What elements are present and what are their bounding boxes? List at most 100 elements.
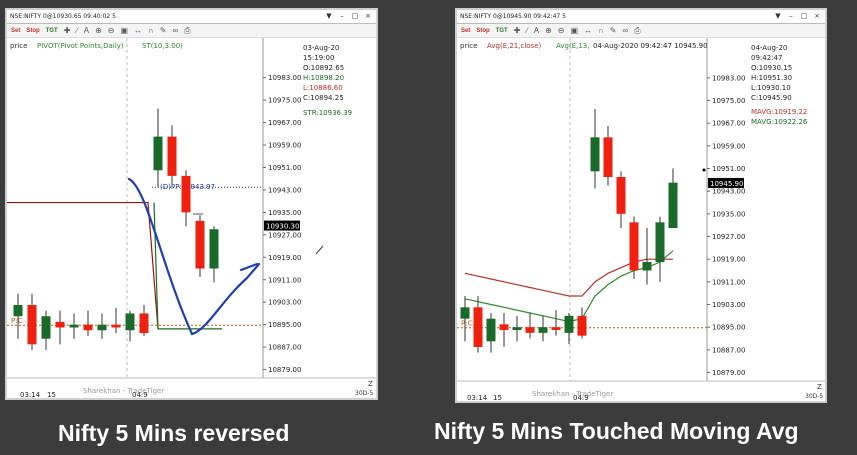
info-date: 03-Aug-20 <box>303 44 339 52</box>
pan-icon[interactable]: ↔ <box>134 26 143 35</box>
pencil-icon[interactable]: ✎ <box>159 26 167 35</box>
settings-icon[interactable]: Set <box>11 27 21 34</box>
close-icon[interactable]: × <box>365 12 371 20</box>
maximize-icon[interactable]: □ <box>800 12 808 20</box>
candle-body <box>209 229 219 269</box>
price-axis-label: 10927.00 <box>268 231 301 239</box>
magnet-icon[interactable]: ∩ <box>148 26 154 35</box>
candle-body <box>499 324 509 330</box>
time-axis-label: 04:9 <box>132 391 148 398</box>
candle-body <box>538 327 548 333</box>
candle-body <box>41 316 51 339</box>
print-icon[interactable]: ⎙ <box>634 25 641 35</box>
text-tool-icon[interactable]: A <box>83 26 90 35</box>
window-title: NSE:NIFTY 0@10945.90 09:42:47 5 <box>460 13 566 20</box>
candle-body <box>629 222 639 271</box>
pan-icon[interactable]: ↔ <box>584 26 593 35</box>
time-axis-label: 15 <box>47 391 56 398</box>
candle-body <box>551 327 561 330</box>
hand-drawn-trend-stroke <box>127 177 261 336</box>
cross-icon[interactable]: ✚ <box>63 26 71 35</box>
paperclip-icon[interactable]: ∞ <box>622 26 629 35</box>
price-axis-label: 10887.00 <box>268 344 301 352</box>
stop-icon[interactable]: Stop <box>26 27 40 34</box>
time-axis-label: 15 <box>493 394 502 401</box>
price-dot-marker <box>702 168 706 172</box>
zoom-in-icon[interactable]: ⊕ <box>95 26 102 35</box>
pencil-icon[interactable]: ✎ <box>609 26 617 35</box>
candle-body <box>83 324 93 331</box>
watermark: Sharekhan - TradeTiger <box>532 390 613 398</box>
candlestick-chart-right[interactable]: price Avg(E,21,close) Avg(E,13, 04-Aug-2… <box>457 38 825 401</box>
candle-body <box>195 220 205 269</box>
chart-toolbar: Set Stop TGT ✚ ∕ A ⊕ ⊖ ▣ ↔ ∩ ✎ ∞ ⎙ <box>7 24 376 38</box>
fit-icon[interactable]: ▣ <box>570 26 579 35</box>
close-icon[interactable]: × <box>814 12 820 20</box>
candle-body <box>181 175 191 213</box>
target-icon[interactable]: TGT <box>495 27 508 34</box>
supertrend-red-line <box>7 201 159 329</box>
candle-body <box>69 324 79 328</box>
time-axis-label: 04:9 <box>573 394 589 401</box>
candle-body <box>642 262 652 271</box>
minimize-icon[interactable]: – <box>340 12 344 20</box>
zoom-out-icon[interactable]: ⊖ <box>107 26 115 35</box>
candle-body <box>27 305 37 345</box>
price-axis-label: 10887.00 <box>712 346 745 354</box>
target-icon[interactable]: TGT <box>45 27 58 34</box>
ema-21-line <box>464 258 673 297</box>
line-tool-icon[interactable]: ∕ <box>76 26 78 35</box>
info-date: 04-Aug-20 <box>751 44 787 52</box>
fit-icon[interactable]: ▣ <box>120 26 129 35</box>
menu-icon[interactable]: ▼ <box>775 12 781 20</box>
info-mavg-13: MAVG:10922.26 <box>751 118 808 126</box>
menu-icon[interactable]: ▼ <box>326 12 332 20</box>
chart-window-left: NSE:NIFTY 0@10930.65 09:40:02 5 ▼ – □ × … <box>5 8 378 400</box>
info-open: O:10930.15 <box>751 64 792 72</box>
indicator-label-st: ST(10,3.00) <box>142 42 183 50</box>
ema-13-line <box>464 250 674 323</box>
indicator-label-ema21: Avg(E,21,close) <box>487 42 542 50</box>
candle-body <box>97 324 107 331</box>
candle-body <box>616 177 626 214</box>
info-str: STR:10936.39 <box>303 109 352 117</box>
caption-right: Nifty 5 Mins Touched Moving Avg <box>434 418 799 444</box>
line-tool-icon[interactable]: ∕ <box>526 26 528 35</box>
candle-body <box>590 137 600 172</box>
cursor-line-marker <box>315 245 324 255</box>
zoom-in-icon[interactable]: ⊕ <box>545 26 552 35</box>
candle-body <box>167 136 177 176</box>
price-axis-label: 10919.00 <box>712 256 745 264</box>
pivot-level-label: P:C <box>11 317 23 325</box>
candle-body <box>655 222 665 262</box>
candle-body <box>603 137 613 177</box>
zoom-corner-button[interactable]: Z <box>368 380 373 388</box>
window-titlebar: NSE:NIFTY 0@10930.65 09:40:02 5 ▼ – □ × <box>7 10 376 24</box>
price-axis-label: 10879.00 <box>268 366 301 374</box>
price-axis-label: 10951.00 <box>268 164 301 172</box>
candle-body <box>486 318 496 342</box>
price-axis-label: 10927.00 <box>712 233 745 241</box>
info-low: L:10886.60 <box>303 84 343 92</box>
zoom-corner-button[interactable]: Z <box>817 383 822 391</box>
settings-icon[interactable]: Set <box>461 27 471 34</box>
magnet-icon[interactable]: ∩ <box>598 26 604 35</box>
maximize-icon[interactable]: □ <box>351 12 359 20</box>
text-tool-icon[interactable]: A <box>533 26 540 35</box>
candlestick-chart-left[interactable]: price PIVOT(Pivot Points,Daily) ST(10,3.… <box>7 38 376 398</box>
price-axis-label: 10911.00 <box>268 276 301 284</box>
print-icon[interactable]: ⎙ <box>184 25 191 35</box>
paperclip-icon[interactable]: ∞ <box>172 26 179 35</box>
zoom-out-icon[interactable]: ⊖ <box>557 26 565 35</box>
price-axis-label: 10919.00 <box>268 254 301 262</box>
stop-icon[interactable]: Stop <box>476 27 490 34</box>
info-close: C:10894.25 <box>303 94 344 102</box>
cross-icon[interactable]: ✚ <box>513 26 521 35</box>
corner-label: 30D-5 <box>355 390 373 397</box>
window-titlebar: NSE:NIFTY 0@10945.90 09:42:47 5 ▼ – □ × <box>457 10 825 24</box>
minimize-icon[interactable]: – <box>789 12 793 20</box>
last-price-label: 10930.30 <box>266 223 299 231</box>
last-price-label: 10945.90 <box>710 180 743 188</box>
chart-window-right: NSE:NIFTY 0@10945.90 09:42:47 5 ▼ – □ × … <box>455 8 827 403</box>
price-axis-label: 10911.00 <box>712 278 745 286</box>
